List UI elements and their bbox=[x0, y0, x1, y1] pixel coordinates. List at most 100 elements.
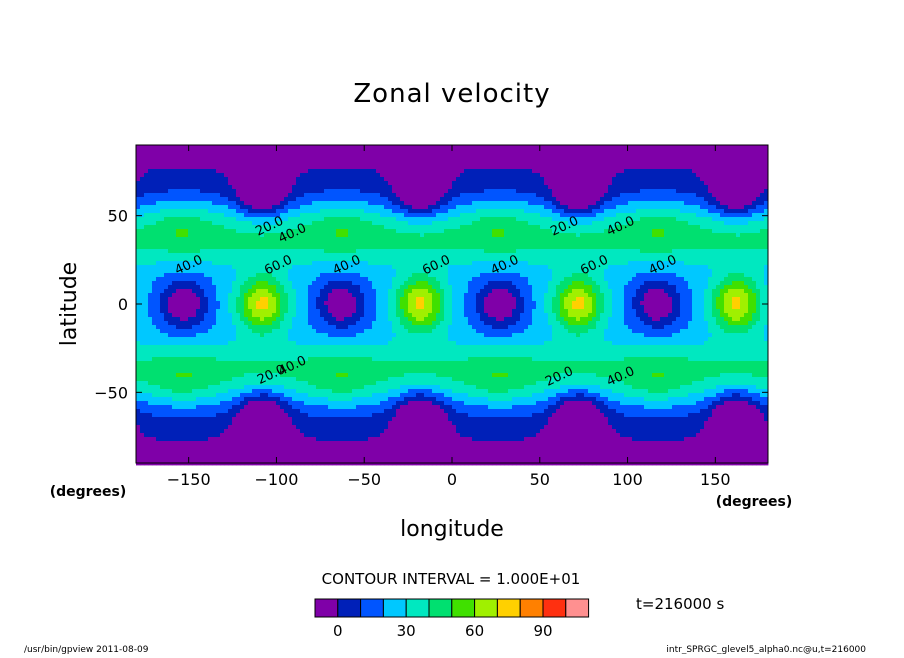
field-cell bbox=[724, 165, 729, 170]
field-cell bbox=[292, 161, 297, 166]
field-cell bbox=[504, 245, 509, 250]
field-cell bbox=[568, 165, 573, 170]
field-cell bbox=[656, 153, 661, 158]
field-cell bbox=[160, 269, 165, 274]
field-cell bbox=[480, 153, 485, 158]
field-cell bbox=[568, 265, 573, 270]
field-cell bbox=[752, 217, 757, 222]
field-cell bbox=[648, 245, 653, 250]
field-cell bbox=[240, 269, 245, 274]
field-cell bbox=[760, 225, 765, 230]
field-cell bbox=[740, 185, 745, 190]
field-cell bbox=[204, 205, 209, 210]
field-cell bbox=[512, 181, 517, 186]
field-cell bbox=[448, 157, 453, 162]
field-cell bbox=[188, 249, 193, 254]
field-cell bbox=[640, 165, 645, 170]
field-cell bbox=[508, 225, 513, 230]
field-cell bbox=[448, 265, 453, 270]
field-cell bbox=[612, 149, 617, 154]
field-cell bbox=[664, 185, 669, 190]
field-cell bbox=[256, 149, 261, 154]
field-cell bbox=[320, 193, 325, 198]
field-cell bbox=[464, 253, 469, 258]
field-cell bbox=[308, 217, 313, 222]
field-cell bbox=[668, 241, 673, 246]
field-cell bbox=[256, 189, 261, 194]
field-cell bbox=[580, 241, 585, 246]
field-cell bbox=[284, 225, 289, 230]
field-cell bbox=[184, 173, 189, 178]
field-cell bbox=[380, 253, 385, 258]
field-cell bbox=[452, 261, 457, 266]
field-cell bbox=[528, 253, 533, 258]
field-cell bbox=[348, 193, 353, 198]
field-cell bbox=[380, 217, 385, 222]
field-cell bbox=[152, 245, 157, 250]
field-cell bbox=[196, 237, 201, 242]
field-cell bbox=[480, 265, 485, 270]
field-cell bbox=[212, 153, 217, 158]
field-cell bbox=[312, 145, 317, 150]
field-cell bbox=[700, 221, 705, 226]
field-cell bbox=[532, 189, 537, 194]
field-cell bbox=[204, 241, 209, 246]
field-cell bbox=[688, 205, 693, 210]
field-cell bbox=[184, 197, 189, 202]
field-cell bbox=[228, 265, 233, 270]
field-cell bbox=[488, 189, 493, 194]
field-cell bbox=[688, 169, 693, 174]
field-cell bbox=[496, 181, 501, 186]
field-cell bbox=[552, 217, 557, 222]
field-cell bbox=[632, 197, 637, 202]
field-cell bbox=[632, 257, 637, 262]
field-cell bbox=[364, 217, 369, 222]
field-cell bbox=[452, 213, 457, 218]
field-cell bbox=[532, 253, 537, 258]
field-cell bbox=[164, 145, 169, 150]
field-cell bbox=[492, 229, 497, 234]
field-cell bbox=[152, 145, 157, 150]
field-cell bbox=[628, 153, 633, 158]
field-cell bbox=[376, 233, 381, 238]
field-cell bbox=[224, 241, 229, 246]
field-cell bbox=[200, 173, 205, 178]
field-cell bbox=[728, 185, 733, 190]
field-cell bbox=[244, 165, 249, 170]
field-cell bbox=[424, 213, 429, 218]
field-cell bbox=[320, 269, 325, 274]
field-cell bbox=[636, 233, 641, 238]
field-cell bbox=[692, 201, 697, 206]
field-cell bbox=[288, 241, 293, 246]
field-cell bbox=[224, 201, 229, 206]
field-cell bbox=[440, 165, 445, 170]
field-cell bbox=[384, 249, 389, 254]
field-cell bbox=[276, 269, 281, 274]
field-cell bbox=[508, 269, 513, 274]
field-cell bbox=[660, 265, 665, 270]
field-cell bbox=[748, 205, 753, 210]
field-cell bbox=[412, 161, 417, 166]
field-cell bbox=[528, 173, 533, 178]
field-cell bbox=[708, 249, 713, 254]
field-cell bbox=[504, 229, 509, 234]
field-cell bbox=[620, 209, 625, 214]
field-cell bbox=[724, 217, 729, 222]
field-cell bbox=[284, 165, 289, 170]
field-cell bbox=[700, 193, 705, 198]
field-cell bbox=[656, 237, 661, 242]
field-cell bbox=[560, 201, 565, 206]
field-cell bbox=[300, 225, 305, 230]
field-cell bbox=[468, 165, 473, 170]
field-cell bbox=[728, 193, 733, 198]
field-cell bbox=[740, 225, 745, 230]
field-cell bbox=[292, 145, 297, 150]
field-cell bbox=[412, 217, 417, 222]
field-cell bbox=[644, 241, 649, 246]
field-cell bbox=[560, 229, 565, 234]
field-cell bbox=[348, 165, 353, 170]
field-cell bbox=[488, 229, 493, 234]
field-cell bbox=[412, 225, 417, 230]
field-cell bbox=[464, 221, 469, 226]
field-cell bbox=[644, 173, 649, 178]
